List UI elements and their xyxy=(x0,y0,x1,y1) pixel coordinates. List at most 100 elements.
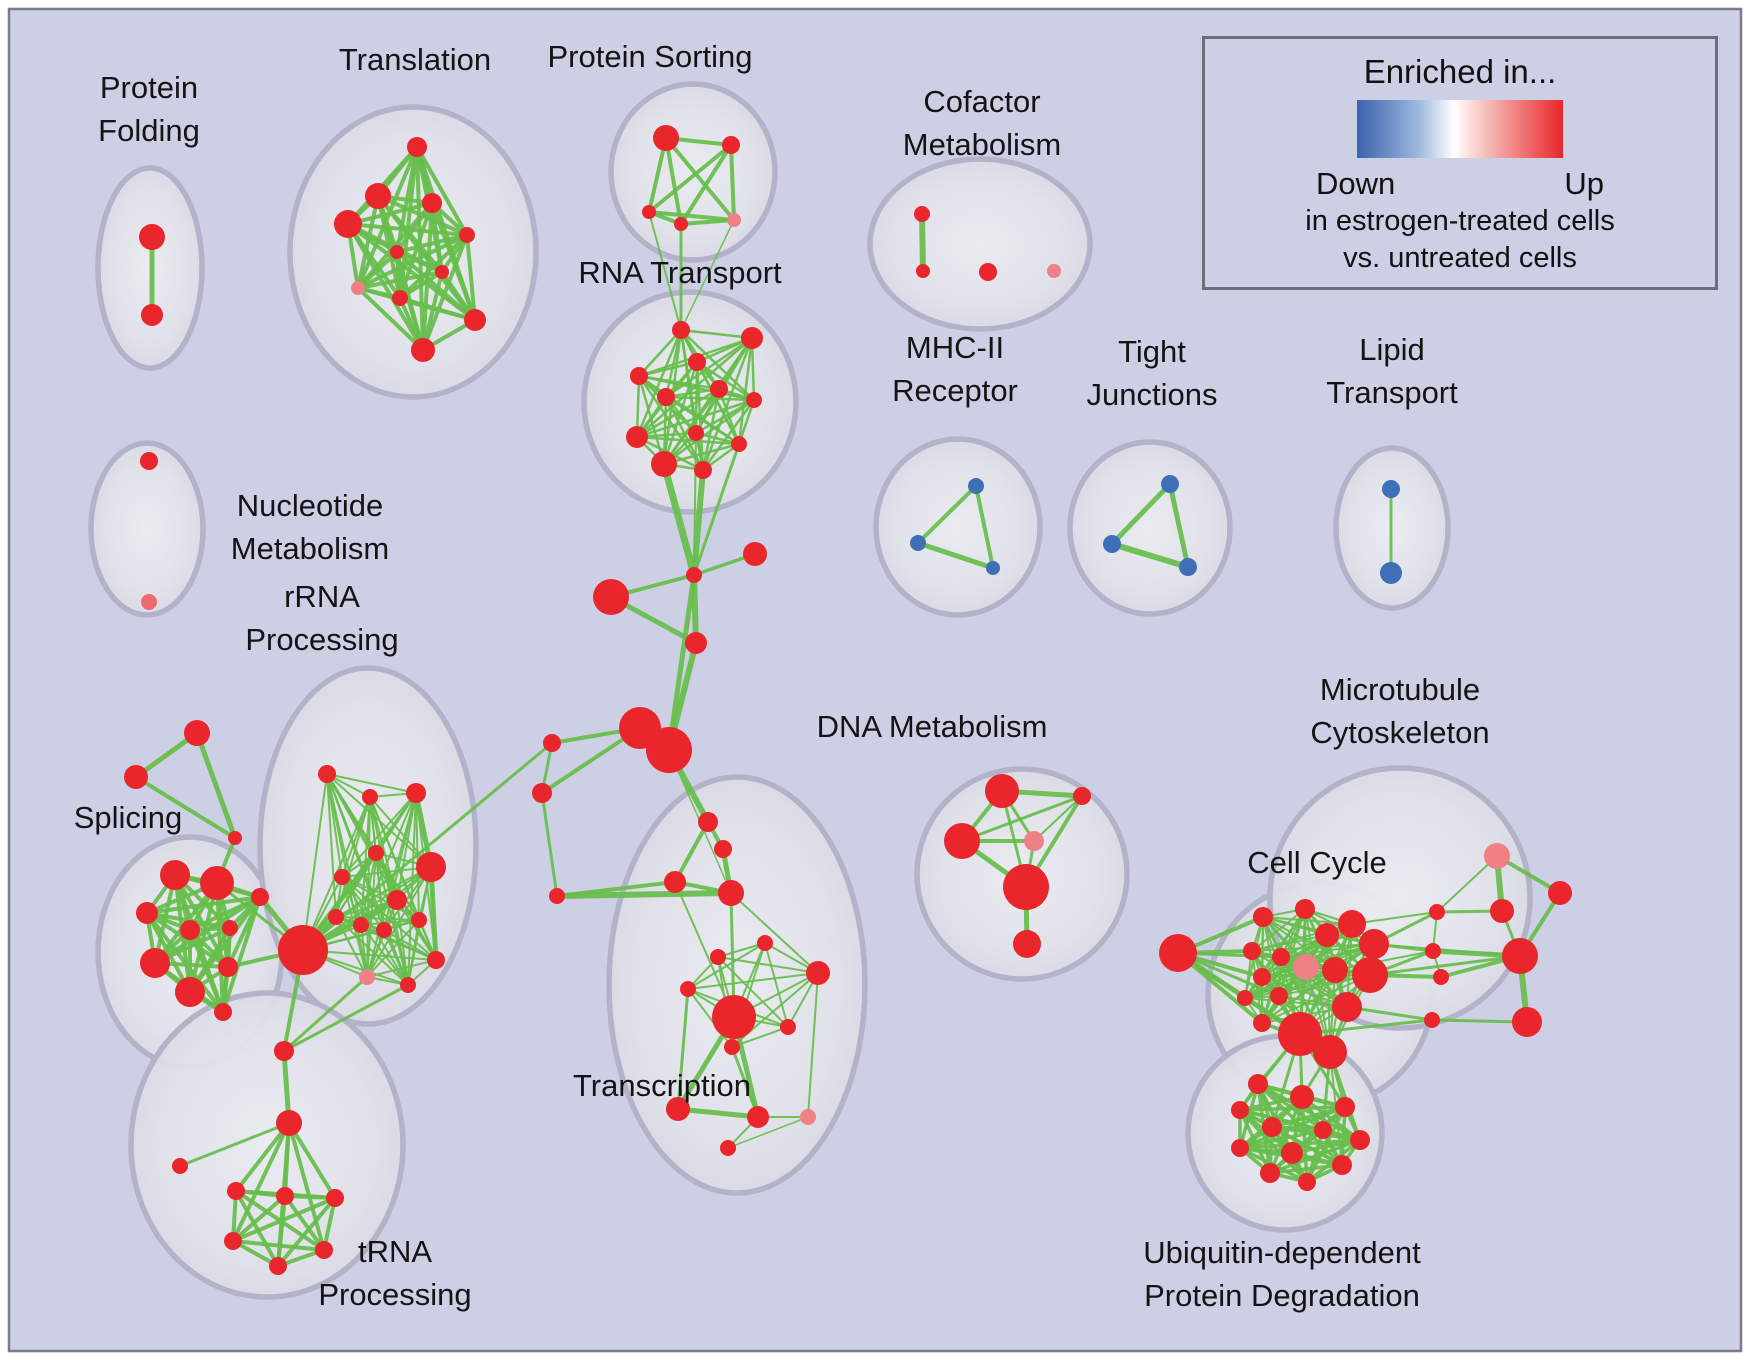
gene-set-node-ub3 xyxy=(1335,1097,1355,1117)
gene-set-node-d5 xyxy=(1003,864,1049,910)
gene-set-node-t8 xyxy=(351,281,365,295)
edge-t7-t8 xyxy=(356,270,444,290)
node-layer xyxy=(124,125,1572,1275)
edge-t1-t8 xyxy=(356,145,419,290)
edge-v5-v8 xyxy=(730,892,819,974)
gene-set-node-b1 xyxy=(1429,904,1445,920)
edge-r2-r12 xyxy=(701,336,754,472)
edge-q11-q14 xyxy=(407,919,420,986)
edge-t5-t6 xyxy=(395,233,469,254)
edge-q3-q14 xyxy=(407,792,417,986)
gene-set-node-u7 xyxy=(224,1232,242,1250)
edge-s4-s5 xyxy=(679,218,736,226)
gene-set-node-v9 xyxy=(680,981,696,997)
gene-set-node-r6 xyxy=(657,388,675,406)
gene-set-node-r5 xyxy=(710,380,728,398)
edge-r2-r10 xyxy=(737,336,754,446)
edge-sp6-sp8 xyxy=(188,895,262,994)
cluster-cell-cycle-label: Cell Cycle xyxy=(1247,845,1387,880)
edge-s1-s4 xyxy=(664,136,683,226)
gene-set-node-cc6 xyxy=(1359,929,1389,959)
cluster-labels: Protein Folding Translation Protein Sorting… xyxy=(74,39,1490,1313)
edge-v9-v12 xyxy=(676,987,690,1111)
gene-set-node-r3 xyxy=(688,353,706,371)
gene-set-node-cc3 xyxy=(1295,899,1315,919)
edge-s3-s5 xyxy=(647,210,736,222)
cluster-translation-label: Translation xyxy=(339,42,491,77)
gene-set-node-v10 xyxy=(780,1019,796,1035)
gene-set-node-ub10 xyxy=(1332,1155,1352,1175)
gene-set-node-cc17 xyxy=(1278,1012,1322,1056)
edge-r7-r12 xyxy=(701,398,756,472)
edge-r10-j1 xyxy=(692,442,741,577)
edge-s2-s4 xyxy=(679,143,733,226)
gene-set-node-ub9 xyxy=(1281,1142,1303,1164)
edge-s2-s3 xyxy=(647,143,733,214)
cluster-dna-metabolism-label: DNA Metabolism xyxy=(817,709,1048,744)
gene-set-node-tj1 xyxy=(1161,475,1179,493)
edge-u2-u4 xyxy=(234,1121,291,1193)
edge-cc6-cc8 xyxy=(1280,943,1375,958)
gene-set-node-n2 xyxy=(141,594,157,610)
gene-set-node-c1 xyxy=(914,206,930,222)
gene-set-node-cc10 xyxy=(1253,968,1271,986)
gene-set-node-sp8 xyxy=(175,977,205,1007)
edge-sp6-sp7 xyxy=(153,895,262,965)
gene-set-node-cc14 xyxy=(1322,957,1348,983)
gene-set-node-s1 xyxy=(653,125,679,151)
edge-sp3-sp6 xyxy=(145,895,262,915)
edge-tj1-tj3 xyxy=(1167,481,1191,570)
cluster-rrna-processing-label: Processing xyxy=(245,622,398,657)
gene-set-node-n1 xyxy=(140,452,158,470)
cluster-nucleotide-metabolism-label: Metabolism xyxy=(231,531,390,566)
gene-set-node-q8 xyxy=(328,909,344,925)
edge-t4-t5 xyxy=(346,222,469,237)
gene-set-node-t3 xyxy=(422,193,442,213)
edge-ub3-ub4 xyxy=(1238,1105,1347,1112)
edge-u2-u3 xyxy=(178,1121,291,1168)
edge-u5-u9 xyxy=(276,1194,287,1268)
gene-set-node-d2 xyxy=(1073,787,1091,805)
edge-ub6-ub8 xyxy=(1238,1128,1325,1150)
edge-cc3-cc18 xyxy=(1304,908,1331,1053)
edge-r1-r7 xyxy=(679,328,756,402)
gene-set-node-v4 xyxy=(549,888,565,904)
gene-set-node-q13 xyxy=(359,969,375,985)
edge-d2-d4 xyxy=(1033,795,1083,842)
edge-r11-j1 xyxy=(660,460,698,579)
edge-ub5-ub10 xyxy=(1270,1125,1344,1167)
gene-set-node-cc2 xyxy=(1253,907,1273,927)
gene-set-node-b3 xyxy=(1424,1012,1440,1028)
gene-set-node-v5 xyxy=(718,880,744,906)
edge-v8-v14 xyxy=(807,972,819,1118)
gene-set-node-m1 xyxy=(968,478,984,494)
edge-q3-q13 xyxy=(366,792,417,978)
gene-set-node-ub4 xyxy=(1231,1101,1249,1119)
gene-set-node-s5 xyxy=(727,213,741,227)
edge-v7-v8 xyxy=(717,956,819,974)
edge-q1-H1 xyxy=(302,773,328,951)
gene-set-node-cc12 xyxy=(1270,987,1288,1005)
gene-set-node-tj2 xyxy=(1103,535,1121,553)
gene-set-node-u8 xyxy=(315,1241,333,1259)
edge-t1-t5 xyxy=(415,145,469,237)
legend-title: Enriched in... xyxy=(1363,53,1557,90)
edge-t5-t8 xyxy=(356,233,469,290)
edge-r7-r8 xyxy=(635,398,756,439)
cluster-mhc-ii-receptor-label: MHC-II xyxy=(906,330,1004,365)
gene-set-node-v6 xyxy=(757,935,773,951)
edge-m1-m2 xyxy=(916,484,978,545)
gene-set-node-sp5 xyxy=(222,920,238,936)
gene-set-node-q9 xyxy=(353,917,369,933)
cluster-cofactor-metabolism-ellipse xyxy=(867,156,1093,332)
gene-set-node-b2 xyxy=(1425,943,1441,959)
gene-set-node-q3 xyxy=(406,783,426,803)
gene-set-node-d1 xyxy=(985,774,1019,808)
edge-q4-q12 xyxy=(375,852,437,961)
cluster-protein-folding-label: Folding xyxy=(98,113,200,148)
edge-r1-r4 xyxy=(637,328,683,378)
gene-set-node-r1 xyxy=(672,321,690,339)
gene-set-node-r11 xyxy=(651,451,677,477)
cluster-rna-transport-label: RNA Transport xyxy=(578,255,782,290)
